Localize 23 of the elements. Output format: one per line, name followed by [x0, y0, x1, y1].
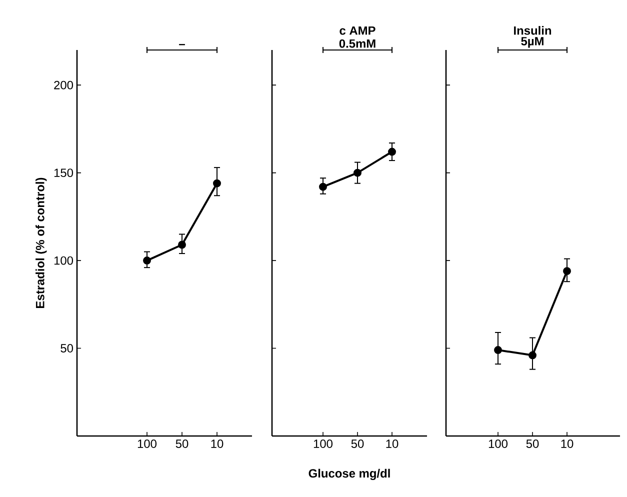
x-tick-label: 50: [351, 440, 364, 448]
point: [178, 240, 186, 249]
x-tick-label: 100: [314, 440, 333, 448]
y-tick-label: 150: [54, 168, 74, 178]
point: [213, 179, 221, 188]
x-tick-label: 100: [488, 440, 508, 448]
x-tick-label: 10: [386, 440, 398, 448]
x-tick-label: 10: [211, 440, 224, 448]
x-tick-label: 50: [526, 440, 539, 448]
text: c AMP: [340, 26, 376, 35]
text: –: [179, 44, 185, 46]
text: 0.5mM: [339, 39, 376, 48]
text: 5µM: [521, 37, 544, 48]
y-axis-title: Estradiol (% of control): [36, 178, 47, 308]
text: Insulin: [514, 26, 552, 35]
y-tick-label: 200: [54, 80, 74, 90]
x-tick-label: 50: [176, 440, 188, 448]
point: [143, 256, 151, 265]
x-tick-label: 10: [561, 440, 574, 448]
y-tick-label: 50: [60, 344, 74, 352]
x-axis-title: Glucose mg/dl: [308, 468, 390, 480]
y-tick-label: 100: [54, 256, 74, 265]
x-tick-label: 100: [138, 440, 157, 448]
